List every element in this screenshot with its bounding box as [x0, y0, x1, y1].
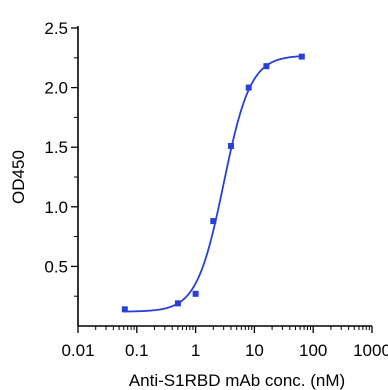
data-point: [263, 63, 270, 70]
x-tick-label: 10: [245, 341, 264, 360]
data-point: [245, 84, 252, 91]
x-tick-label: 0.01: [61, 341, 94, 360]
data-point: [192, 290, 199, 297]
axis-ticks: [71, 27, 373, 333]
data-point: [210, 218, 217, 225]
tick-labels: 0.5 1.0 1.5 2.0 2.5 0.01 0.1 1 10 100 1000: [44, 19, 388, 360]
x-axis-label: Anti-S1RBD mAb conc. (nM): [129, 371, 345, 390]
axes: [77, 26, 372, 327]
data-points: [121, 53, 305, 313]
x-tick-label: 100: [299, 341, 327, 360]
data-point: [174, 300, 181, 307]
data-point: [121, 306, 128, 313]
y-tick-label: 1.5: [44, 138, 68, 157]
y-tick-label: 1.0: [44, 198, 68, 217]
x-tick-label: 1: [191, 341, 200, 360]
y-tick-label: 0.5: [44, 257, 68, 276]
data-point: [228, 143, 235, 150]
fit-curve: [123, 55, 305, 313]
y-tick-label: 2.5: [44, 19, 68, 38]
y-axis-label: OD450: [9, 150, 28, 204]
x-tick-label: 1000: [353, 341, 388, 360]
x-tick-label: 0.1: [125, 341, 149, 360]
data-point: [298, 53, 305, 60]
y-tick-label: 2.0: [44, 79, 68, 98]
